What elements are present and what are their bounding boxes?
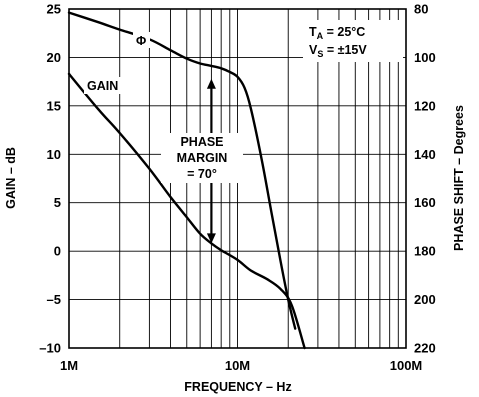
y-tick-label: –5 bbox=[47, 292, 61, 307]
conditions-bg bbox=[303, 20, 403, 62]
y2-tick-label: 180 bbox=[414, 244, 436, 259]
y-tick-label: 10 bbox=[47, 147, 61, 162]
phase-margin-arrow-down-head bbox=[206, 233, 216, 244]
y-axis-label: GAIN – dB bbox=[4, 147, 18, 209]
phase-margin-arrow-up-head bbox=[206, 78, 216, 89]
phase-label-bg bbox=[133, 32, 150, 48]
y-tick-label: 25 bbox=[47, 2, 61, 17]
y2-tick-label: 220 bbox=[414, 341, 436, 356]
y2-tick-label: 200 bbox=[414, 292, 436, 307]
x-axis-label: FREQUENCY – Hz bbox=[184, 380, 291, 394]
phase-margin-arrows bbox=[206, 78, 216, 244]
phase-series-label: Φ bbox=[136, 34, 146, 48]
y-tick-label: –10 bbox=[39, 341, 61, 356]
y2-axis-label: PHASE SHIFT – Degrees bbox=[452, 105, 466, 251]
phase-margin-line2: MARGIN bbox=[177, 151, 228, 165]
y-tick-label: 15 bbox=[47, 98, 61, 113]
y2-tick-label: 100 bbox=[414, 50, 436, 65]
phase-margin-line1: PHASE bbox=[180, 135, 223, 149]
y-tick-labels: –10 –5 0 5 10 15 20 25 bbox=[39, 2, 61, 356]
gain-curve bbox=[67, 72, 306, 350]
y2-tick-label: 160 bbox=[414, 195, 436, 210]
conditions-supply: VS = ±15V bbox=[309, 43, 367, 59]
y-tick-label: 5 bbox=[54, 195, 61, 210]
y2-tick-labels: 80 100 120 140 160 180 200 220 bbox=[414, 2, 436, 356]
phase-margin-bg bbox=[161, 133, 243, 183]
y-tick-label: 0 bbox=[54, 244, 61, 259]
x-tick-label: 100M bbox=[390, 358, 423, 373]
gain-series-label: GAIN bbox=[87, 79, 118, 93]
x-tick-label: 1M bbox=[60, 358, 78, 373]
plot-frame bbox=[68, 8, 407, 349]
gain-label-bg bbox=[84, 77, 130, 94]
y-tick-label: 20 bbox=[47, 50, 61, 65]
y2-tick-label: 120 bbox=[414, 98, 436, 113]
y2-tick-label: 80 bbox=[414, 2, 428, 17]
phase-margin-line3: = 70° bbox=[187, 167, 217, 181]
x-tick-labels: 1M 10M 100M bbox=[60, 358, 422, 373]
conditions-temperature: TA = 25°C bbox=[309, 25, 365, 41]
x-tick-label: 10M bbox=[225, 358, 250, 373]
y2-tick-label: 140 bbox=[414, 147, 436, 162]
